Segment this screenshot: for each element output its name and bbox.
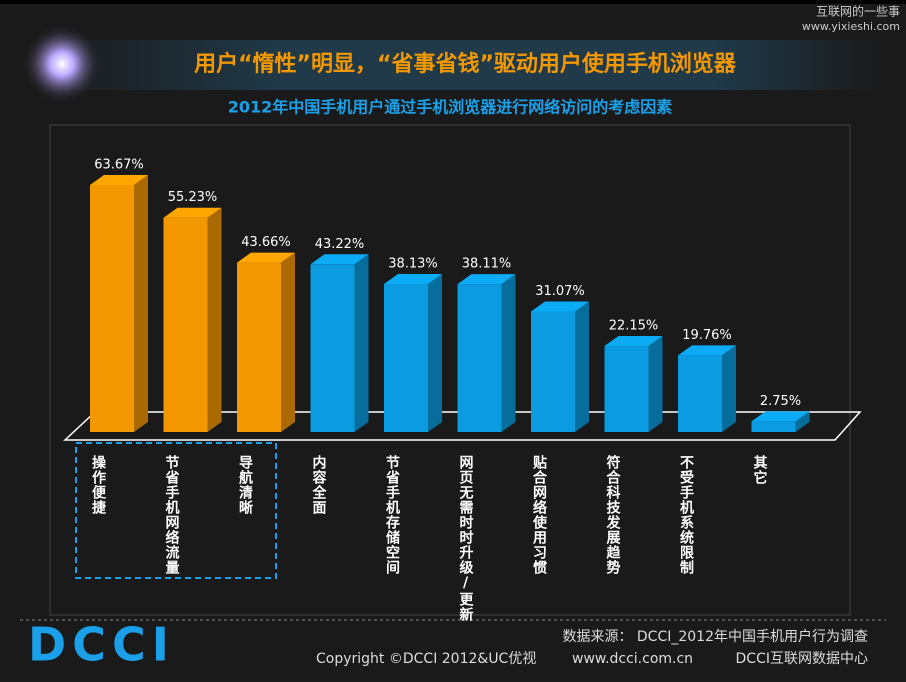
footer: Copyright ©DCCI 2012&UC优视: [316, 651, 536, 667]
chart-title: 用户“惰性”明显，“省事省钱”驱动用户使用手机浏览器: [194, 51, 737, 77]
bar-side: [281, 252, 295, 432]
bar-side: [795, 411, 810, 432]
bar-side: [722, 345, 736, 432]
data-label: 43.22%: [315, 237, 365, 252]
data-label: 63.67%: [94, 157, 144, 172]
bar-top: [531, 301, 589, 312]
data-label: 19.76%: [682, 328, 732, 343]
watermark: 互联网的一些事: [816, 4, 900, 19]
bar-top: [237, 252, 295, 263]
plot-frame: [49, 124, 851, 616]
bar: [237, 262, 281, 432]
data-label: 43.66%: [241, 235, 291, 250]
top-bar: [0, 0, 906, 4]
bar-top: [751, 411, 810, 422]
floor: [63, 411, 862, 441]
x-tick-label: 内容全面: [311, 454, 328, 515]
bar: [310, 264, 355, 432]
x-tick-label: 符合科技发展趋势: [605, 454, 622, 575]
source: 数据来源： DCCI_2012年中国手机用户行为调查: [562, 628, 868, 645]
bar: [90, 184, 134, 432]
bar: [531, 311, 575, 432]
data-label: 38.11%: [462, 257, 512, 272]
bar: [678, 355, 722, 432]
x-tick-label: 网页无需时时升级/更新: [458, 455, 475, 622]
data-label: 31.07%: [535, 284, 585, 299]
chart-subtitle: 2012年中国手机用户通过手机浏览器进行网络访问的考虑因素: [228, 98, 673, 117]
star-icon: [22, 24, 102, 104]
x-tick-label: 贴合网络使用习惯: [531, 454, 548, 575]
bar: [457, 284, 502, 432]
x-tick-label: 操作便捷: [90, 454, 106, 515]
x-tick-label: 导航清晰: [237, 455, 253, 515]
data-label: 2.75%: [760, 394, 801, 409]
highlight-box: [75, 442, 277, 579]
bar: [384, 284, 428, 432]
logo: DCCI: [28, 618, 175, 672]
bar: [751, 421, 796, 432]
bar-top: [310, 254, 369, 265]
x-tick-label: 节省手机网络流量: [164, 454, 181, 575]
bar-top: [457, 274, 516, 285]
watermark: www.yixieshi.com: [802, 20, 900, 33]
bar-top: [604, 336, 663, 347]
bar-side: [648, 336, 663, 432]
data-label: 55.23%: [168, 190, 218, 205]
bar-side: [428, 274, 442, 432]
footer: DCCI互联网数据中心: [736, 651, 868, 667]
bar-top: [90, 174, 148, 185]
bar-side: [134, 174, 148, 433]
bar-top: [384, 274, 442, 285]
data-label: 38.13%: [388, 257, 438, 272]
bar-side: [501, 274, 516, 432]
footer: www.dcci.com.cn: [572, 651, 693, 667]
x-tick-label: 其它: [752, 455, 768, 485]
bar-top: [678, 345, 736, 356]
bar-side: [354, 254, 369, 432]
bar: [604, 346, 649, 432]
data-label: 22.15%: [609, 319, 659, 334]
title-band: [40, 40, 880, 90]
x-tick-label: 不受手机系统限制: [678, 455, 694, 575]
bar-side: [207, 207, 222, 432]
bar-side: [575, 301, 589, 432]
bar: [163, 217, 208, 432]
bar-top: [163, 207, 222, 218]
x-tick-label: 节省手机存储空间: [384, 454, 401, 575]
